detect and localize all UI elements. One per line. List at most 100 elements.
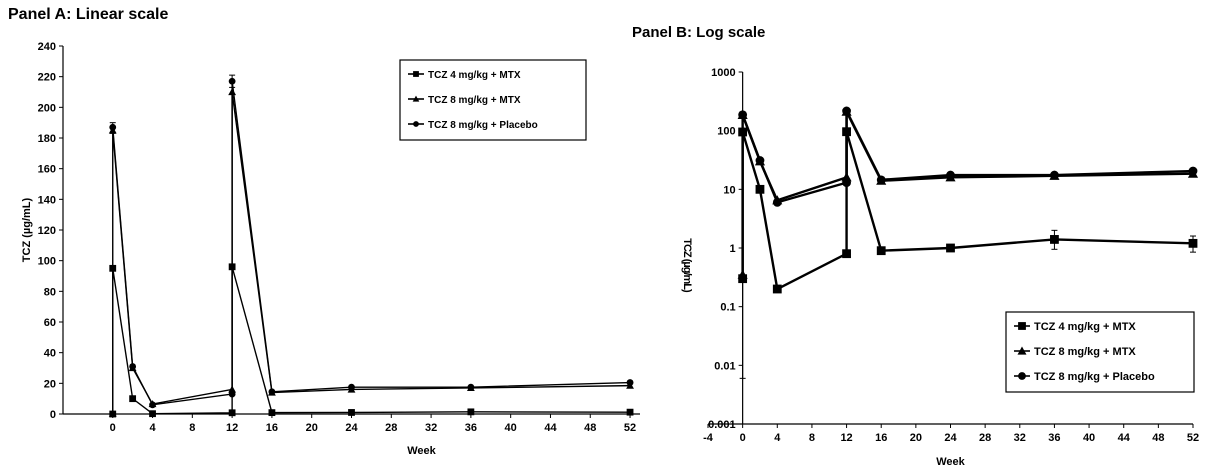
data-point bbox=[842, 106, 851, 116]
x-tick-label: 12 bbox=[840, 432, 852, 444]
x-tick-label: 20 bbox=[910, 432, 922, 444]
series-circle bbox=[109, 77, 634, 409]
legend-swatch-marker bbox=[1018, 372, 1026, 380]
legend-entry-label: TCZ 8 mg/kg + Placebo bbox=[428, 120, 538, 131]
y-tick-label: 60 bbox=[44, 317, 56, 329]
legend-swatch-marker bbox=[413, 121, 419, 127]
y-tick-label: 120 bbox=[38, 225, 56, 237]
x-axis-title: Week bbox=[407, 445, 436, 457]
x-tick-label: 28 bbox=[979, 432, 991, 444]
y-tick-label: 0.1 bbox=[720, 302, 735, 314]
data-point bbox=[129, 395, 137, 403]
x-tick-label: 36 bbox=[465, 422, 477, 434]
x-tick-label: 44 bbox=[1118, 432, 1131, 444]
x-tick-label: 40 bbox=[505, 422, 517, 434]
x-tick-label: 16 bbox=[266, 422, 278, 434]
x-tick-label: 36 bbox=[1048, 432, 1060, 444]
data-point bbox=[755, 156, 765, 165]
y-tick-label: 10 bbox=[723, 184, 735, 196]
y-tick-label: 0 bbox=[50, 409, 56, 421]
y-tick-label: 200 bbox=[38, 102, 56, 114]
y-tick-label: 20 bbox=[44, 378, 56, 390]
legend-entry-label: TCZ 8 mg/kg + MTX bbox=[428, 95, 521, 106]
y-axis-title: TCZ (µg/mL) bbox=[681, 238, 693, 293]
series-line bbox=[741, 131, 1194, 291]
data-point bbox=[755, 184, 765, 194]
panel-a-title: Panel A: Linear scale bbox=[8, 6, 169, 23]
legend-entry-label: TCZ 8 mg/kg + MTX bbox=[1034, 346, 1136, 358]
x-tick-label: 44 bbox=[544, 422, 557, 434]
x-tick-label: 4 bbox=[774, 432, 781, 444]
data-point bbox=[772, 197, 782, 207]
data-point bbox=[842, 249, 851, 259]
data-point bbox=[467, 383, 475, 391]
y-tick-label: 1 bbox=[730, 243, 736, 255]
x-tick-label: 16 bbox=[875, 432, 887, 444]
legend-swatch-marker bbox=[1017, 346, 1027, 355]
panel-b-chart: 0.001 0.01 0.1 1 10 100 1000 -4 0 4 8 12 16 20 24 28 32 3… bbox=[681, 67, 1199, 468]
data-point bbox=[946, 170, 955, 180]
y-tick-label: 0.001 bbox=[708, 419, 736, 431]
x-tick-label: 0 bbox=[740, 432, 746, 444]
data-point bbox=[109, 123, 117, 131]
y-tick-label: 0.01 bbox=[714, 360, 735, 372]
y-tick-label: 220 bbox=[38, 72, 56, 84]
data-point bbox=[946, 243, 955, 253]
series-triangle bbox=[737, 106, 1199, 279]
legend-swatch-marker bbox=[412, 95, 420, 102]
panel-b-title: Panel B: Log scale bbox=[632, 24, 766, 41]
y-tick-label: 240 bbox=[38, 41, 56, 53]
data-point bbox=[467, 408, 475, 416]
x-tick-label: 24 bbox=[944, 432, 957, 444]
data-point bbox=[876, 246, 886, 256]
x-tick-label: 52 bbox=[624, 422, 636, 434]
x-tick-label: 32 bbox=[1014, 432, 1026, 444]
legend-box bbox=[399, 59, 587, 141]
series-circle bbox=[738, 106, 1198, 207]
data-point bbox=[737, 269, 748, 279]
data-point bbox=[738, 110, 748, 120]
y-tick-label: 160 bbox=[38, 164, 56, 176]
legend-swatch-marker bbox=[1018, 322, 1026, 330]
series-line bbox=[112, 266, 631, 415]
data-point bbox=[129, 363, 137, 370]
x-tick-label: 0 bbox=[110, 422, 116, 434]
y-tick-label: 100 bbox=[717, 126, 735, 138]
x-tick-label: 12 bbox=[226, 422, 238, 434]
data-point bbox=[626, 408, 634, 416]
data-point bbox=[1188, 166, 1198, 176]
y-tick-label: 1000 bbox=[711, 67, 735, 79]
data-point bbox=[228, 390, 236, 398]
data-point bbox=[268, 388, 276, 396]
x-tick-label: 8 bbox=[809, 432, 815, 444]
y-tick-label: 80 bbox=[44, 286, 56, 298]
data-point bbox=[876, 175, 886, 185]
data-point bbox=[268, 409, 276, 417]
legend-entry-label: TCZ 8 mg/kg + Placebo bbox=[1034, 371, 1155, 383]
data-point bbox=[149, 410, 156, 418]
legend-entry-label: TCZ 4 mg/kg + MTX bbox=[428, 70, 521, 81]
data-point bbox=[228, 409, 236, 417]
data-point bbox=[772, 284, 782, 294]
data-point bbox=[1050, 235, 1059, 244]
y-tick-label: 100 bbox=[38, 256, 56, 268]
data-point bbox=[626, 379, 634, 386]
y-tick-label: 40 bbox=[44, 348, 56, 360]
x-tick-label: 4 bbox=[149, 422, 156, 434]
x-tick-label: 52 bbox=[1187, 432, 1199, 444]
data-point bbox=[149, 401, 156, 409]
y-tick-label: 140 bbox=[38, 194, 56, 206]
x-tick-label: -4 bbox=[703, 432, 714, 444]
x-tick-label: 20 bbox=[306, 422, 318, 434]
x-tick-label: 48 bbox=[584, 422, 596, 434]
legend-entry-label: TCZ 4 mg/kg + MTX bbox=[1034, 321, 1136, 333]
data-point bbox=[228, 77, 236, 85]
data-point bbox=[1050, 170, 1059, 180]
series-square bbox=[109, 263, 634, 418]
x-tick-label: 28 bbox=[385, 422, 397, 434]
x-tick-label: 8 bbox=[189, 422, 195, 434]
data-point bbox=[348, 409, 355, 416]
x-tick-label: 32 bbox=[425, 422, 437, 434]
